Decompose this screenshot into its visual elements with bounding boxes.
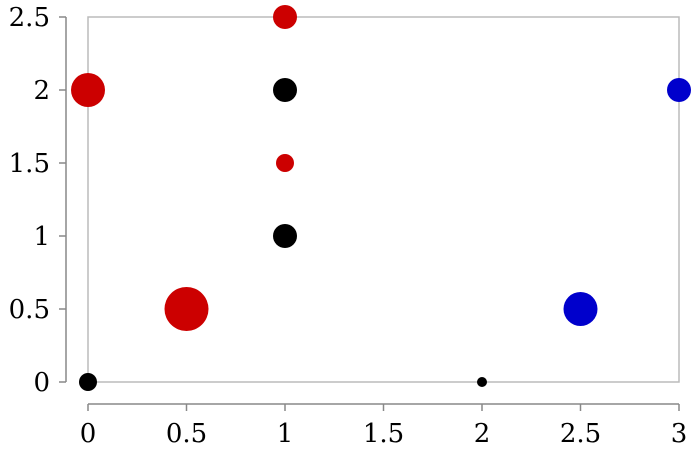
y-tick-label: 1: [33, 222, 50, 252]
data-point-red: [71, 73, 105, 107]
data-point-red: [164, 287, 209, 331]
x-tick-label: 2.5: [560, 419, 601, 449]
x-tick-label: 1.5: [363, 419, 404, 449]
data-point-black: [79, 373, 97, 391]
data-point-black: [477, 377, 487, 387]
data-point-blue: [667, 78, 691, 102]
x-tick-label: 1: [277, 419, 294, 449]
x-tick-label: 3: [671, 419, 688, 449]
y-tick-label: 0.5: [9, 295, 50, 325]
x-tick-label: 2: [474, 419, 491, 449]
data-point-black: [273, 78, 297, 102]
y-tick-label: 1.5: [9, 149, 50, 179]
x-tick-label: 0: [80, 419, 97, 449]
data-point-red: [276, 154, 294, 172]
x-tick-label: 0.5: [166, 419, 207, 449]
data-point-black: [273, 224, 297, 248]
y-tick-label: 2.5: [9, 3, 50, 33]
data-point-blue: [563, 292, 598, 326]
plot-frame: [87, 16, 680, 383]
y-tick-label: 0: [33, 368, 50, 398]
y-tick-label: 2: [33, 76, 50, 106]
data-point-red: [273, 5, 297, 29]
